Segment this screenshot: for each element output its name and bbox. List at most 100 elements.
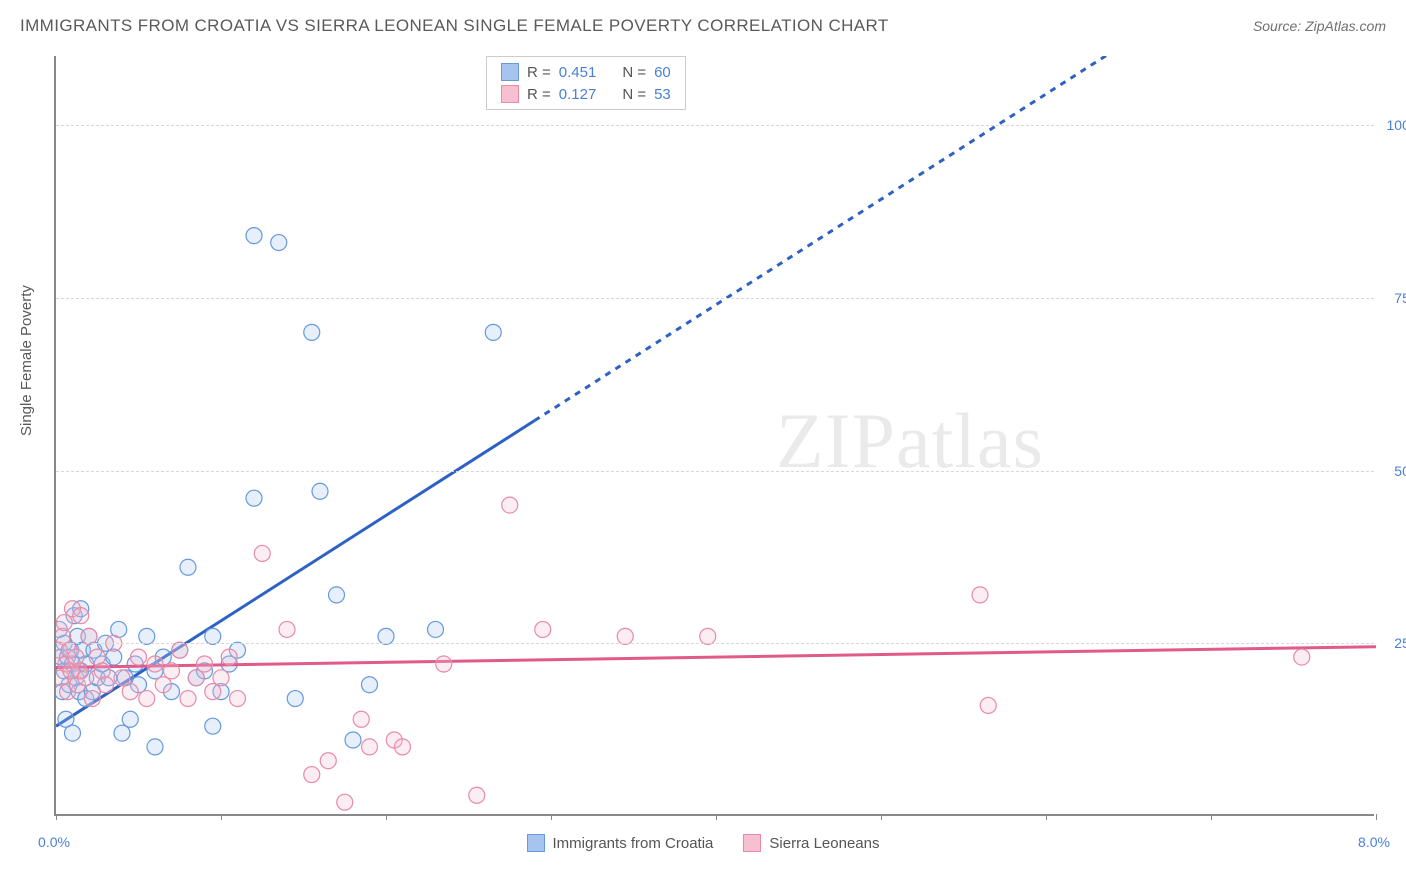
- y-axis-label: Single Female Poverty: [18, 285, 35, 436]
- data-point: [428, 621, 444, 637]
- n-value-0: 60: [654, 64, 671, 81]
- data-point: [98, 677, 114, 693]
- data-point: [131, 649, 147, 665]
- data-point: [378, 628, 394, 644]
- data-point: [205, 718, 221, 734]
- data-point: [312, 483, 328, 499]
- n-label: N =: [622, 64, 646, 81]
- data-point: [304, 324, 320, 340]
- n-value-1: 53: [654, 86, 671, 103]
- y-tick-label: 75.0%: [1379, 290, 1406, 306]
- data-point: [213, 670, 229, 686]
- data-point: [147, 739, 163, 755]
- data-point: [345, 732, 361, 748]
- data-point: [271, 235, 287, 251]
- data-point: [73, 608, 89, 624]
- data-point: [353, 711, 369, 727]
- data-point: [78, 670, 94, 686]
- data-point: [122, 711, 138, 727]
- x-tick: [1376, 814, 1377, 820]
- r-label: R =: [527, 86, 551, 103]
- data-point: [221, 649, 237, 665]
- data-point: [84, 691, 100, 707]
- x-tick: [1211, 814, 1212, 820]
- data-point: [114, 725, 130, 741]
- data-point: [139, 691, 155, 707]
- legend-label-0: Immigrants from Croatia: [553, 835, 714, 852]
- data-point: [205, 628, 221, 644]
- plot-area: R = 0.451 N = 60 R = 0.127 N = 53 ZIPatl…: [54, 56, 1374, 816]
- data-point: [164, 663, 180, 679]
- data-point: [700, 628, 716, 644]
- data-point: [535, 621, 551, 637]
- gridline: [56, 125, 1374, 126]
- x-tick: [386, 814, 387, 820]
- x-tick: [551, 814, 552, 820]
- data-point: [436, 656, 452, 672]
- y-tick-label: 50.0%: [1379, 463, 1406, 479]
- data-point: [56, 615, 72, 631]
- swatch-icon: [743, 834, 761, 852]
- r-value-1: 0.127: [559, 86, 597, 103]
- x-tick-label-min: 0.0%: [38, 834, 70, 850]
- data-point: [114, 670, 130, 686]
- data-point: [246, 490, 262, 506]
- data-point: [65, 725, 81, 741]
- data-point: [617, 628, 633, 644]
- data-point: [147, 656, 163, 672]
- x-tick: [56, 814, 57, 820]
- data-point: [337, 794, 353, 810]
- swatch-icon: [501, 63, 519, 81]
- r-label: R =: [527, 64, 551, 81]
- data-point: [972, 587, 988, 603]
- data-point: [180, 559, 196, 575]
- x-tick: [221, 814, 222, 820]
- n-label: N =: [622, 86, 646, 103]
- legend-label-1: Sierra Leoneans: [769, 835, 879, 852]
- data-point: [172, 642, 188, 658]
- data-point: [395, 739, 411, 755]
- data-point: [502, 497, 518, 513]
- data-point: [155, 677, 171, 693]
- data-point: [287, 691, 303, 707]
- y-tick-label: 25.0%: [1379, 635, 1406, 651]
- legend-row: R = 0.127 N = 53: [501, 85, 671, 103]
- swatch-icon: [527, 834, 545, 852]
- data-point: [362, 739, 378, 755]
- data-point: [180, 691, 196, 707]
- swatch-icon: [501, 85, 519, 103]
- chart-svg: [56, 56, 1376, 816]
- data-point: [304, 767, 320, 783]
- data-point: [980, 697, 996, 713]
- data-point: [197, 656, 213, 672]
- data-point: [254, 545, 270, 561]
- data-point: [320, 753, 336, 769]
- legend-item: Immigrants from Croatia: [527, 834, 714, 852]
- r-value-0: 0.451: [559, 64, 597, 81]
- legend-item: Sierra Leoneans: [743, 834, 879, 852]
- data-point: [139, 628, 155, 644]
- data-point: [81, 628, 97, 644]
- data-point: [279, 621, 295, 637]
- data-point: [205, 684, 221, 700]
- page-title: IMMIGRANTS FROM CROATIA VS SIERRA LEONEA…: [20, 16, 889, 36]
- data-point: [485, 324, 501, 340]
- data-point: [1294, 649, 1310, 665]
- x-tick-label-max: 8.0%: [1358, 834, 1390, 850]
- data-point: [469, 787, 485, 803]
- data-point: [230, 691, 246, 707]
- x-tick: [881, 814, 882, 820]
- y-tick-label: 100.0%: [1379, 117, 1406, 133]
- legend-row: R = 0.451 N = 60: [501, 63, 671, 81]
- x-tick: [716, 814, 717, 820]
- legend-series: Immigrants from Croatia Sierra Leoneans: [0, 834, 1406, 852]
- x-tick: [1046, 814, 1047, 820]
- data-point: [362, 677, 378, 693]
- legend-correlation: R = 0.451 N = 60 R = 0.127 N = 53: [486, 56, 686, 110]
- source-label: Source: ZipAtlas.com: [1253, 18, 1386, 34]
- data-point: [122, 684, 138, 700]
- gridline: [56, 298, 1374, 299]
- data-point: [188, 670, 204, 686]
- data-point: [329, 587, 345, 603]
- data-point: [246, 228, 262, 244]
